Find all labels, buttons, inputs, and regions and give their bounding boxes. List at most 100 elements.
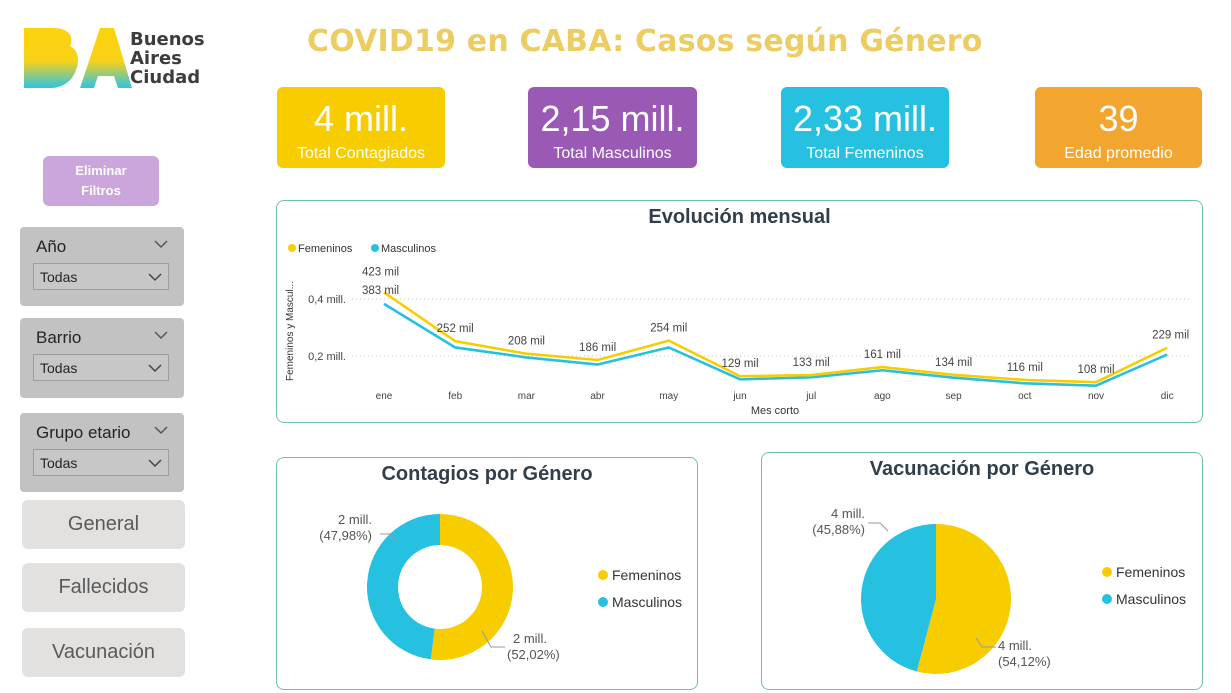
slicer-dropdown-value: Todas xyxy=(40,269,78,285)
chart-title: Vacunación por Género xyxy=(869,458,1095,480)
data-label: 254 mil xyxy=(650,323,687,335)
y-tick-label: 0,4 mill. xyxy=(308,294,346,306)
slicer-dropdown-grupo-etario[interactable]: Todas xyxy=(33,449,169,476)
x-tick-label: abr xyxy=(590,391,605,402)
slicer-title: Año xyxy=(36,237,67,256)
x-tick-label: sep xyxy=(946,391,963,402)
page-title: COVID19 en CABA: Casos según Género xyxy=(307,24,983,59)
legend-dot xyxy=(288,244,296,252)
legend-label[interactable]: Masculinos xyxy=(1116,591,1186,607)
evolucion-mensual-panel: Evolución mensual Femeninos Masculinos 0,… xyxy=(276,200,1203,423)
x-tick-label: feb xyxy=(448,391,462,402)
legend-label[interactable]: Masculinos xyxy=(612,594,682,610)
logo-line-2: Aires xyxy=(130,48,182,69)
legend-label[interactable]: Femeninos xyxy=(298,243,353,255)
nav-button-general[interactable]: General xyxy=(22,500,185,549)
x-axis-label: Mes corto xyxy=(751,405,799,417)
leader-line xyxy=(975,637,996,648)
logo-line-3: Ciudad xyxy=(130,67,201,88)
slice-femeninos[interactable] xyxy=(916,524,1011,674)
data-label: 129 mil xyxy=(721,358,758,370)
slicer-grupo-etario: Grupo etario Todas xyxy=(20,413,184,492)
data-label: 383 mil xyxy=(362,285,399,297)
nav-button-fallecidos[interactable]: Fallecidos xyxy=(22,563,185,612)
slicer-title: Grupo etario xyxy=(36,423,131,442)
slice-pct-label: (45,88%) xyxy=(812,522,865,537)
kpi-total-femeninos: 2,33 mill. Total Femeninos xyxy=(781,87,949,168)
slice-value-label: 2 mill. xyxy=(513,631,547,646)
legend-label[interactable]: Femeninos xyxy=(1116,564,1185,580)
x-tick-label: jun xyxy=(732,391,746,402)
kpi-total-masculinos: 2,15 mill. Total Masculinos xyxy=(528,87,697,168)
slice-value-label: 4 mill. xyxy=(998,638,1032,653)
pie-chart: 4 mill.(54,12%)4 mill.(45,88%)FemeninosM… xyxy=(812,506,1186,674)
clear-filters-label-2: Filtros xyxy=(81,183,121,198)
slicer-dropdown-year[interactable]: Todas xyxy=(33,263,169,290)
data-label: 252 mil xyxy=(437,323,474,335)
legend-dot xyxy=(1102,594,1112,604)
leader-line xyxy=(481,630,505,648)
data-label: 208 mil xyxy=(508,336,545,348)
legend-label[interactable]: Femeninos xyxy=(612,567,681,583)
legend-label[interactable]: Masculinos xyxy=(381,243,437,255)
slice-value-label: 4 mill. xyxy=(831,506,865,521)
leader-line xyxy=(380,533,398,543)
slice-masculinos[interactable] xyxy=(861,524,936,672)
data-label: 116 mil xyxy=(1007,362,1043,374)
data-label: 229 mil xyxy=(1152,330,1189,342)
data-label: 108 mil xyxy=(1077,364,1114,376)
legend-dot xyxy=(598,597,608,607)
donut-chart: 2 mill.(52,02%)2 mill.(47,98%)FemeninosM… xyxy=(319,512,682,662)
y-tick-label: 0,2 mill. xyxy=(308,351,346,363)
slicer-dropdown-value: Todas xyxy=(40,455,78,471)
x-tick-label: oct xyxy=(1018,391,1032,402)
chevron-down-icon[interactable] xyxy=(154,331,168,340)
legend-dot xyxy=(371,244,379,252)
kpi-value: 2,15 mill. xyxy=(540,98,685,139)
contagios-panel: Contagios por Género 2 mill. (52,02%) 2 mi… xyxy=(276,457,698,690)
slice-masculinos[interactable] xyxy=(366,514,440,660)
kpi-label: Total Femeninos xyxy=(806,145,924,162)
buenos-aires-logo: BA xyxy=(22,24,232,94)
legend-dot xyxy=(1102,567,1112,577)
x-tick-label: ago xyxy=(874,391,891,402)
kpi-label: Total Masculinos xyxy=(553,145,672,162)
slicer-dropdown-value: Todas xyxy=(40,360,78,376)
chart-title: Evolución mensual xyxy=(648,206,831,228)
x-tick-label: mar xyxy=(518,391,536,402)
data-label: 161 mil xyxy=(864,349,901,361)
kpi-value: 39 xyxy=(1098,98,1139,139)
slice-pct-label: (52,02%) xyxy=(507,647,560,662)
logo-wordmark: Buenos Aires Ciudad xyxy=(130,30,205,87)
vacunacion-panel: Vacunación por Género 4 mill. (54,12%) 4 m… xyxy=(761,452,1203,690)
slicer-year: Año Todas xyxy=(20,227,184,306)
slicer-barrio: Barrio Todas xyxy=(20,318,184,398)
series-line-femeninos[interactable] xyxy=(383,291,1168,384)
x-tick-label: nov xyxy=(1088,391,1104,402)
data-label: 186 mil xyxy=(579,342,616,354)
kpi-value: 4 mill. xyxy=(313,98,408,139)
series-line-masculinos[interactable] xyxy=(383,302,1168,387)
slicer-dropdown-barrio[interactable]: Todas xyxy=(33,354,169,381)
slice-femeninos[interactable] xyxy=(430,514,513,660)
data-label: 423 mil xyxy=(362,266,399,278)
chevron-down-icon[interactable] xyxy=(154,240,168,249)
legend-dot xyxy=(598,570,608,580)
nav-button-vacunacion[interactable]: Vacunación xyxy=(22,628,185,677)
slice-pct-label: (54,12%) xyxy=(998,654,1051,669)
kpi-label: Edad promedio xyxy=(1064,145,1173,162)
x-tick-label: dic xyxy=(1161,391,1174,402)
slice-pct-label: (47,98%) xyxy=(319,528,372,543)
kpi-label: Total Contagiados xyxy=(296,145,426,162)
chevron-down-icon[interactable] xyxy=(154,426,168,435)
kpi-value: 2,33 mill. xyxy=(792,98,938,139)
data-label: 133 mil xyxy=(793,357,830,369)
clear-filters-button[interactable]: Eliminar Filtros xyxy=(43,156,159,206)
x-tick-label: may xyxy=(659,391,678,402)
x-tick-label: ene xyxy=(376,391,393,402)
clear-filters-label-1: Eliminar xyxy=(75,163,127,178)
y-axis-label: Femeninos y Mascul... xyxy=(285,281,296,381)
chevron-down-icon xyxy=(148,273,162,282)
chevron-down-icon xyxy=(148,459,162,468)
kpi-total-contagiados: 4 mill. Total Contagiados xyxy=(277,87,445,168)
